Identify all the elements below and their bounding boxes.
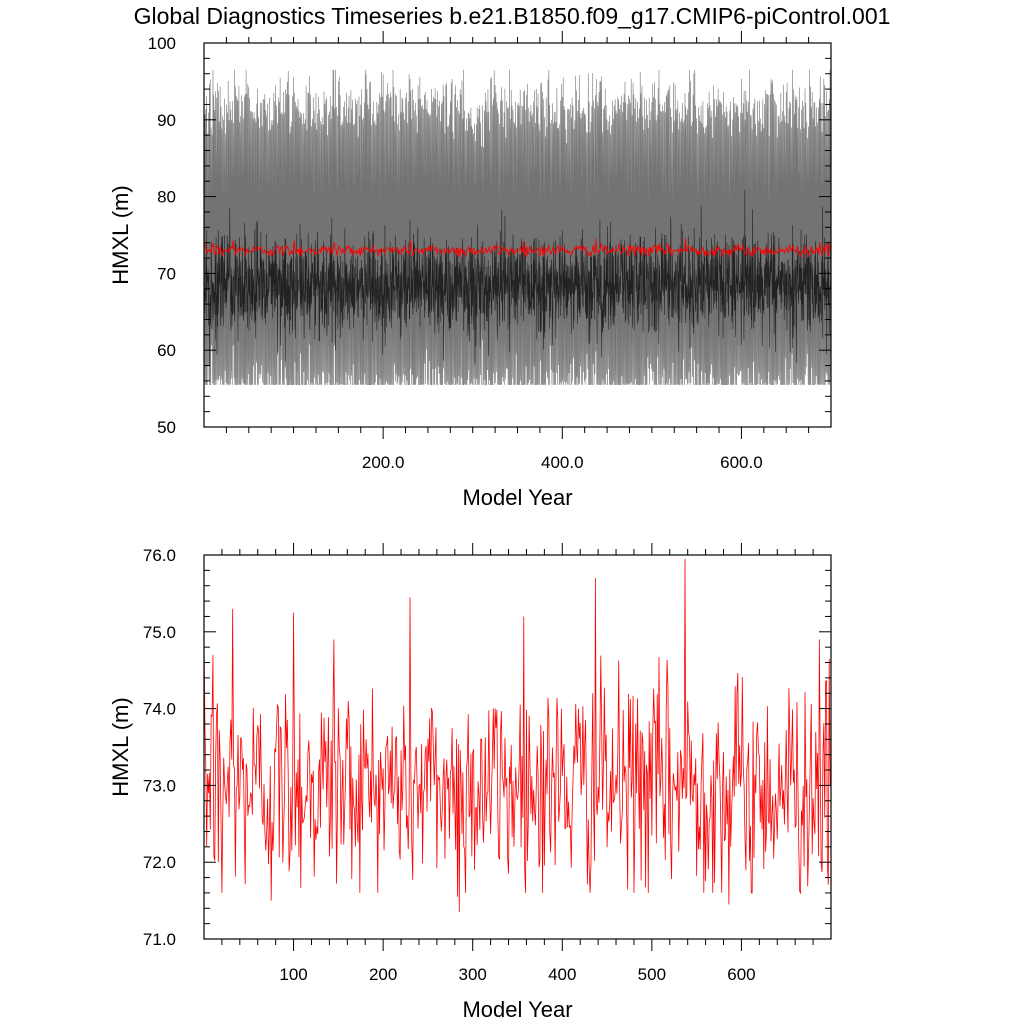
x-axis-title: Model Year [462,997,572,1022]
series-monthly-line [204,69,831,386]
y-tick-label: 72.0 [143,853,176,872]
y-tick-label: 73.0 [143,776,176,795]
x-tick-label: 400.0 [541,453,584,472]
y-tick-label: 74.0 [143,700,176,719]
plot-frame-bottom [203,554,832,940]
y-tick-label: 76.0 [143,546,176,565]
series-annual-line-top [204,237,831,258]
y-tick-label: 60 [157,341,176,360]
x-tick-label: 300 [459,965,487,984]
series-annual-line-bottom [203,558,831,913]
y-tick-label: 70 [157,264,176,283]
y-tick-label: 80 [157,188,176,207]
y-tick-label: 100 [148,34,176,53]
series-monthly-core [204,190,831,366]
x-tick-label: 100 [279,965,307,984]
x-tick-label: 600.0 [720,453,763,472]
y-axis-title: HMXL (m) [108,697,133,796]
y-tick-label: 50 [157,418,176,437]
y-tick-label: 71.0 [143,930,176,949]
x-tick-label: 600 [727,965,755,984]
chart-title: Global Diagnostics Timeseries b.e21.B185… [134,3,891,29]
y-tick-label: 90 [157,111,176,130]
x-tick-label: 400 [548,965,576,984]
x-tick-label: 200.0 [362,453,405,472]
x-tick-label: 500 [638,965,666,984]
y-axis-title: HMXL (m) [108,185,133,284]
x-tick-label: 200 [369,965,397,984]
y-tick-label: 75.0 [143,623,176,642]
x-axis-title: Model Year [462,485,572,510]
